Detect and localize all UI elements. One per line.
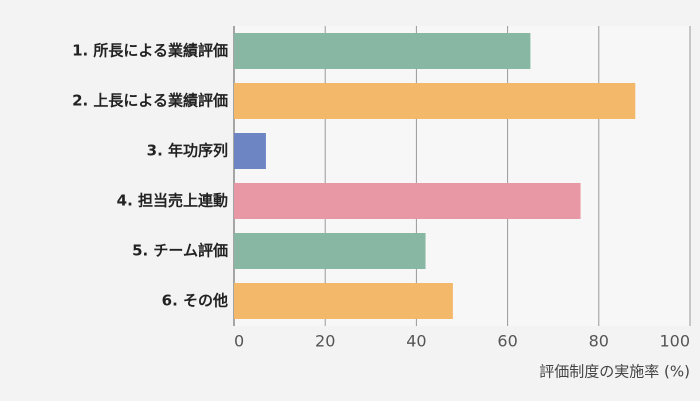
bar: [234, 83, 636, 119]
y-tick-label: 4. 担当売上連動: [117, 192, 228, 210]
bar: [234, 133, 266, 169]
bar: [234, 283, 453, 319]
y-tick-label: 3. 年功序列: [147, 142, 228, 160]
x-tick-label: 60: [497, 332, 517, 351]
x-axis-label: 評価制度の実施率 (%): [539, 363, 690, 381]
plot-area: [234, 26, 690, 326]
x-tick-label: 20: [315, 332, 335, 351]
x-tick-label: 40: [406, 332, 426, 351]
bar: [234, 183, 581, 219]
x-tick-label: 100: [659, 332, 690, 351]
x-tick-label: 0: [234, 332, 244, 351]
y-tick-label: 5. チーム評価: [132, 242, 228, 260]
y-tick-label: 6. その他: [162, 292, 228, 310]
x-tick-label: 80: [589, 332, 609, 351]
bar: [234, 233, 426, 269]
y-tick-label: 1. 所長による業績評価: [72, 42, 228, 60]
bar: [234, 33, 531, 69]
y-tick-label: 2. 上長による業績評価: [72, 92, 228, 110]
